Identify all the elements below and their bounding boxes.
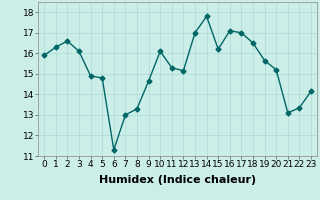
X-axis label: Humidex (Indice chaleur): Humidex (Indice chaleur)	[99, 175, 256, 185]
